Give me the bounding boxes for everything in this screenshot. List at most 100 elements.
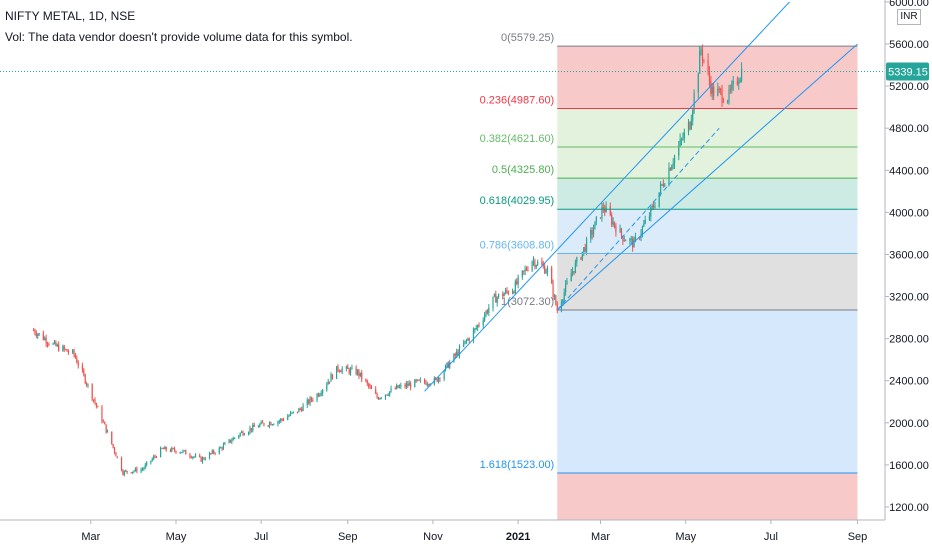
candle-body [115, 452, 117, 457]
candle-body [349, 368, 352, 374]
candle-body [77, 362, 79, 366]
candle-body [309, 397, 311, 404]
candle-body [453, 353, 455, 363]
candle-body [400, 384, 402, 387]
candle-body [619, 228, 621, 233]
candle-body [355, 367, 357, 375]
candle-body [611, 215, 613, 225]
candle-body [437, 377, 440, 382]
fib-level-label: 0.786(3608.80) [480, 240, 555, 252]
candle-body [81, 365, 84, 370]
y-tick-label: 6000.00 [889, 0, 929, 9]
candle-body [418, 379, 420, 381]
candle-body [73, 350, 75, 355]
candle-body [271, 424, 273, 426]
candle-body [330, 374, 332, 382]
candle-body [690, 120, 692, 130]
candle-body [210, 453, 212, 455]
x-tick-label: Nov [423, 531, 443, 543]
candle-body [464, 340, 466, 344]
channel-line [424, 1, 790, 392]
candle-body [312, 399, 314, 401]
candle-body [595, 217, 597, 222]
candle-body [62, 346, 64, 351]
candle-body [629, 239, 631, 241]
candle-body [84, 374, 86, 384]
candle-body [527, 270, 529, 272]
y-tick-label: 2000.00 [889, 418, 929, 430]
candle-body [123, 470, 125, 475]
candle-body [229, 439, 232, 443]
candle-body [531, 261, 533, 271]
candle-body [160, 447, 162, 458]
candle-body [740, 68, 743, 80]
candle-body [125, 470, 127, 472]
fib-level-label: 0.382(4621.60) [480, 133, 555, 145]
candle-body [521, 270, 523, 277]
candle-body [546, 267, 549, 272]
candle-body [576, 257, 578, 263]
candle-body [513, 291, 515, 293]
candle-body [664, 184, 666, 187]
candle-body [622, 235, 624, 241]
candle-body [419, 379, 421, 381]
candle-body [146, 462, 148, 465]
candle-body [738, 82, 740, 85]
candle-body [220, 447, 222, 449]
candle-body [208, 453, 211, 459]
candle-body [329, 381, 331, 383]
candle-body [368, 383, 370, 387]
candle-body [467, 338, 469, 341]
candle-body [106, 431, 109, 433]
candle-body [42, 333, 44, 340]
candle-body [322, 389, 324, 394]
candle-body [250, 428, 252, 431]
fib-band [557, 209, 858, 254]
candle-body [213, 450, 215, 454]
candle-body [151, 458, 153, 461]
candle-body [86, 383, 88, 385]
candle-body [38, 333, 40, 335]
candle-body [718, 88, 720, 90]
candle-body [580, 257, 582, 260]
fib-band [557, 108, 858, 147]
x-tick-label: 2021 [506, 531, 530, 543]
candle-body [268, 422, 271, 426]
currency-label[interactable]: INR [897, 9, 921, 25]
candle-body [650, 207, 652, 217]
candle-body [249, 428, 251, 433]
candle-body [153, 456, 155, 459]
candle-body [623, 240, 625, 242]
candle-body [74, 354, 77, 358]
candle-body [407, 383, 409, 386]
candle-body [428, 384, 430, 386]
candle-body [534, 260, 536, 267]
x-tick-label: Sep [848, 531, 868, 543]
candle-body [267, 425, 269, 427]
candle-body [316, 393, 318, 401]
candle-body [222, 444, 225, 449]
fib-band [557, 309, 858, 474]
candle-body [682, 138, 684, 140]
candle-body [116, 456, 118, 458]
last-price-label: 5339.15 [888, 66, 928, 78]
y-tick-label: 4000.00 [889, 207, 929, 219]
candle-body [736, 81, 738, 85]
candle-body [263, 423, 265, 426]
candle-body [507, 291, 509, 294]
candle-body [397, 385, 399, 388]
candle-body [708, 71, 711, 82]
candle-body [171, 448, 173, 452]
candle-body [532, 260, 535, 262]
candle-body [553, 295, 556, 297]
candle-body [475, 327, 477, 329]
y-tick-label: 3200.00 [889, 292, 929, 304]
candle-body [162, 448, 165, 450]
candle-body [204, 458, 206, 460]
candle-body [375, 389, 377, 394]
candle-body [277, 421, 279, 425]
candle-body [56, 344, 58, 346]
candle-body [270, 422, 272, 426]
candle-body [144, 464, 146, 469]
